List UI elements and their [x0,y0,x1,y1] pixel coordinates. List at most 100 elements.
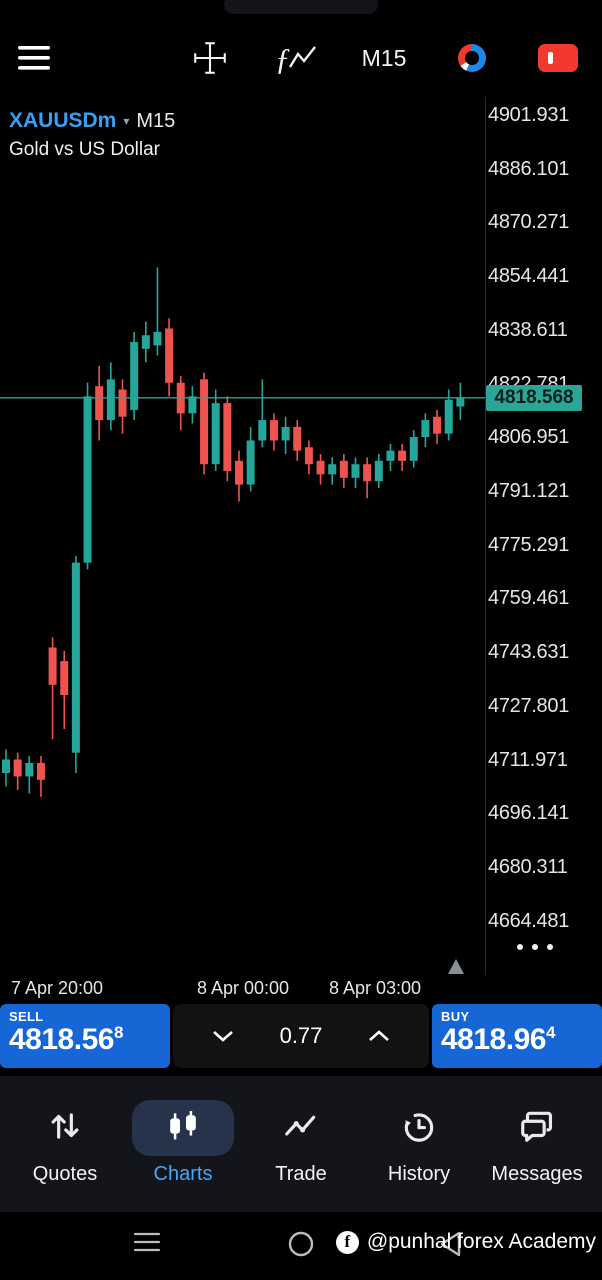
watermark-text: @punhal forex Academy [366,1230,596,1253]
back-button[interactable] [438,1229,464,1262]
quotes-arrows-icon [51,1113,79,1139]
axis-separator [485,97,486,975]
symbol-timeframe: M15 [136,110,176,132]
candle [304,440,313,475]
charts-candles-icon [170,1110,196,1140]
indicators-button[interactable]: ƒ [268,25,324,91]
candle [71,555,80,774]
price-axis-label: 4886.101 [488,157,570,180]
candle [409,430,418,468]
candle [188,386,197,424]
price-axis[interactable]: 4901.931 4886.101 4870.271 4854.441 4838.611… [486,97,602,975]
back-triangle-icon [440,1231,461,1257]
candle [165,318,174,397]
candle [328,457,337,485]
increase-button[interactable] [365,1028,393,1044]
screen-record-indicator-icon [538,44,578,72]
sell-button[interactable]: SELL 4818.568 [0,1004,170,1068]
symbol-description: Gold vs US Dollar [9,139,160,160]
candle [235,450,243,502]
buy-label: BUY [441,1009,470,1024]
active-tab-pill [132,1100,234,1156]
time-axis-label: 7 Apr 20:00 [10,978,104,998]
buy-button[interactable]: BUY 4818.964 [432,1004,602,1068]
symbol-name: XAUUSDm [9,109,117,132]
price-axis-label: 4870.271 [488,211,570,234]
timeframe-button[interactable]: M15 [352,25,416,91]
candle [60,650,69,729]
candle [433,409,442,444]
crosshair-tool-button[interactable] [186,25,234,91]
time-axis-label: 8 Apr 03:00 [328,978,422,998]
candle [351,457,360,488]
candle [153,267,162,356]
dot-icon [547,944,553,950]
triangle-icon [448,959,464,974]
spread-control: 0.77 [173,1004,429,1068]
nav-item-history[interactable]: History [363,1086,475,1202]
candle [36,756,45,797]
nav-item-quotes[interactable]: Quotes [9,1086,121,1202]
candle [13,752,22,791]
messages-bubbles-icon [521,1111,553,1142]
crosshair-icon [194,42,226,74]
candle [281,416,290,455]
price-axis-label: 4759.461 [488,587,570,610]
scroll-to-latest-button[interactable] [448,959,464,977]
indicator-function-icon: ƒ [275,41,316,76]
price-axis-label: 4680.311 [488,856,568,879]
candle [258,379,267,448]
candle [421,413,430,448]
sell-price: 4818.568 [9,1023,123,1056]
symbol-header[interactable]: XAUUSDm ▾ M15 [9,109,175,133]
market-sentiment-button[interactable] [452,25,492,91]
history-clock-icon [404,1113,434,1142]
dot-icon [532,944,538,950]
recents-button[interactable] [132,1229,162,1258]
price-axis-label: 4711.971 [488,748,568,771]
candle [95,365,104,441]
bottom-navigation: Quotes Charts Trade [0,1076,602,1212]
trade-trendline-icon [285,1115,316,1136]
more-options-dots[interactable] [517,939,577,955]
home-button[interactable] [286,1229,316,1262]
candle [386,443,395,472]
trade-panel: SELL 4818.568 0.77 BUY 4818.964 [0,1004,602,1068]
sell-label: SELL [9,1009,44,1024]
nav-item-messages[interactable]: Messages [481,1086,593,1202]
nav-item-trade[interactable]: Trade [245,1086,357,1202]
candlestick-plot[interactable] [0,97,485,975]
candle [398,443,407,472]
candle [456,382,465,421]
candle [374,454,383,488]
system-navigation-bar: f @punhal forex Academy [0,1212,602,1280]
decrease-button[interactable] [209,1028,237,1044]
chart-area[interactable]: XAUUSDm ▾ M15 Gold vs US Dollar 4901.931… [0,97,602,975]
hamburger-icon [18,46,50,70]
price-axis-label: 4806.951 [488,426,570,449]
chevron-down-icon [213,1031,233,1042]
nav-item-charts[interactable]: Charts [127,1086,239,1202]
candle [106,362,115,431]
facebook-icon: f [335,1230,359,1254]
chevron-down-icon: ▾ [123,114,130,128]
candle [211,389,220,472]
chevron-up-icon [369,1030,389,1041]
candle [176,375,185,431]
candle [130,331,139,421]
home-circle-icon [288,1231,314,1257]
menu-button[interactable] [12,25,56,91]
recents-lines-icon [133,1232,161,1252]
candle [316,454,325,485]
time-axis[interactable]: 7 Apr 20:00 8 Apr 00:00 8 Apr 03:00 [0,975,485,1003]
chart-toolbar: ƒ M15 [0,25,602,91]
price-axis-label: 4854.441 [488,265,570,288]
buy-price: 4818.964 [441,1023,555,1056]
candle [223,396,232,482]
candle [293,420,302,461]
time-axis-label: 8 Apr 00:00 [196,978,290,998]
candle [200,372,209,475]
candle [269,413,278,451]
price-axis-label: 4791.121 [488,479,570,502]
